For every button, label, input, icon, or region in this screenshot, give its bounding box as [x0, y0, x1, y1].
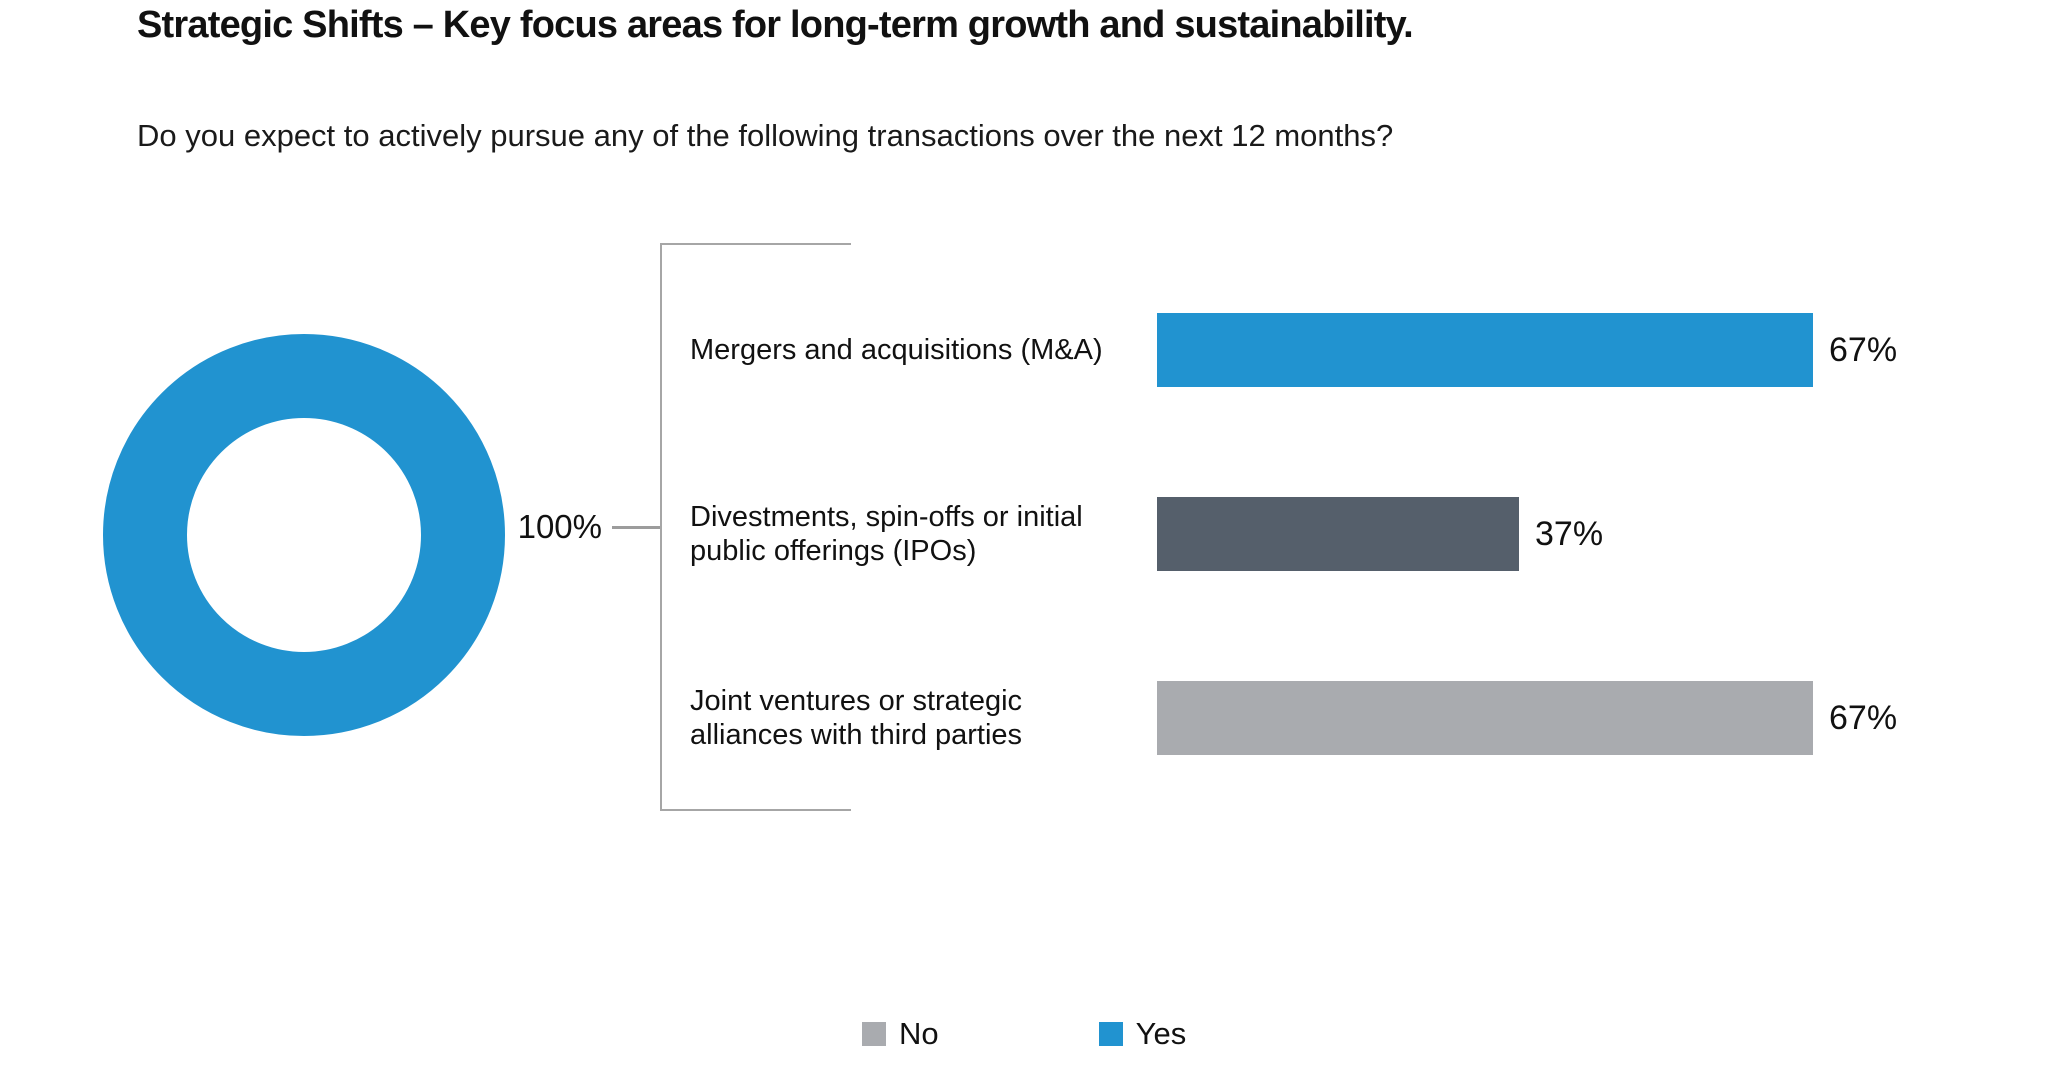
- bar-row-divestments: Divestments, spin-offs or initial public…: [690, 497, 1603, 571]
- legend-swatch-no: [862, 1022, 886, 1046]
- donut-value-label: 100%: [517, 508, 602, 545]
- legend-swatch-yes: [1098, 1022, 1123, 1046]
- category-label-divestments: Divestments, spin-offs or initial public…: [690, 501, 1083, 567]
- category-label-joint-ventures: Joint ventures or strategic alliances wi…: [690, 685, 1023, 751]
- donut-callout-line: [612, 526, 660, 529]
- bar-row-joint-ventures: Joint ventures or strategic alliances wi…: [690, 681, 1897, 755]
- bar-joint-ventures: [1157, 681, 1813, 755]
- bar-value-label-joint-ventures: 67%: [1829, 698, 1898, 737]
- legend-label-yes: Yes: [1135, 1016, 1187, 1051]
- bracket-connector: [660, 243, 851, 811]
- bar-divestments: [1157, 497, 1519, 571]
- legend-item-yes: Yes: [1098, 1016, 1187, 1052]
- bar-row-mna: Mergers and acquisitions (M&A) 67%: [690, 313, 1897, 387]
- legend-item-no: No: [862, 1016, 939, 1052]
- bar-value-label-mna: 67%: [1829, 330, 1898, 369]
- legend: No Yes: [862, 1016, 1186, 1052]
- chart-title: Strategic Shifts – Key focus areas for l…: [137, 4, 1414, 46]
- category-label-mna: Mergers and acquisitions (M&A): [690, 334, 1103, 366]
- chart-question: Do you expect to actively pursue any of …: [137, 118, 1394, 153]
- bar-value-label-divestments: 37%: [1535, 514, 1604, 553]
- bar-mna: [1157, 313, 1813, 387]
- legend-label-no: No: [899, 1016, 939, 1051]
